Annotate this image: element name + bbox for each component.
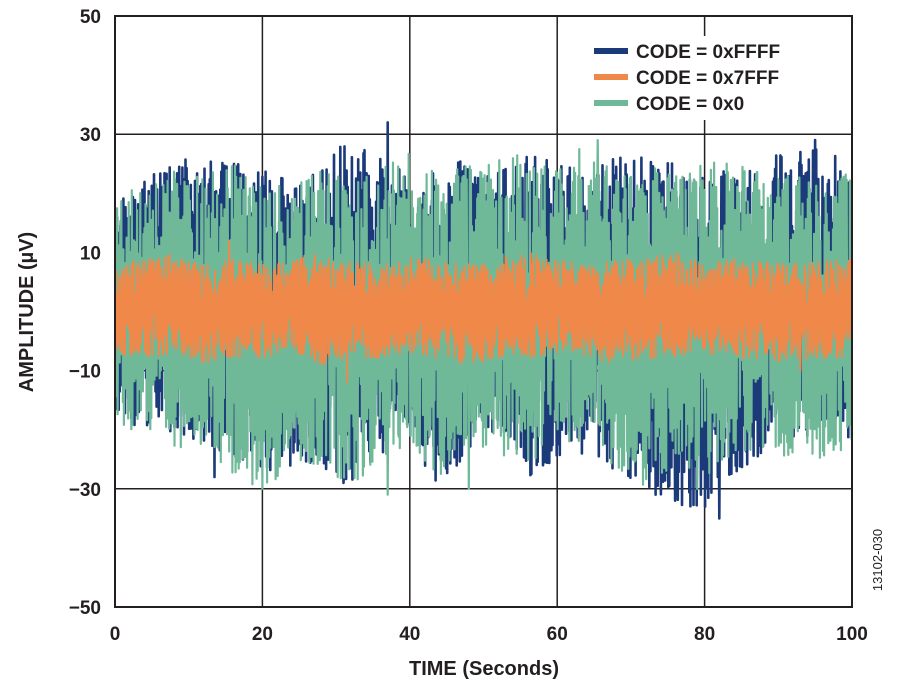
legend: CODE = 0xFFFF CODE = 0x7FFF CODE = 0x0 [588, 36, 834, 120]
figure-id: 13102-030 [870, 529, 885, 591]
series-line-0x7fff [115, 239, 852, 384]
y-tick-label: −30 [69, 480, 101, 501]
legend-label-0x7fff: CODE = 0x7FFF [636, 68, 779, 89]
x-tick-label: 40 [399, 624, 420, 645]
series-line-0x0 [115, 139, 852, 496]
y-tick-label: 50 [80, 7, 101, 28]
y-tick-label: −10 [69, 362, 101, 383]
x-tick-label: 0 [110, 624, 121, 645]
x-tick-label: 60 [547, 624, 568, 645]
y-axis-ticks: 50 30 10 −10 −30 −50 [69, 7, 101, 619]
y-tick-label: −50 [69, 598, 101, 619]
x-axis-ticks: 0 20 40 60 80 100 [110, 624, 868, 645]
x-tick-label: 80 [694, 624, 715, 645]
series-layer [115, 121, 852, 520]
x-tick-label: 20 [252, 624, 273, 645]
x-axis-title: TIME (Seconds) [409, 658, 559, 680]
legend-label-0x0: CODE = 0x0 [636, 94, 744, 115]
y-axis-title: AMPLITUDE (µV) [16, 232, 38, 392]
y-tick-label: 10 [80, 243, 101, 264]
legend-background [588, 36, 834, 120]
y-tick-label: 30 [80, 125, 101, 146]
plot-frame [114, 15, 853, 608]
legend-label-0xffff: CODE = 0xFFFF [636, 42, 780, 63]
x-tick-label: 100 [836, 624, 868, 645]
